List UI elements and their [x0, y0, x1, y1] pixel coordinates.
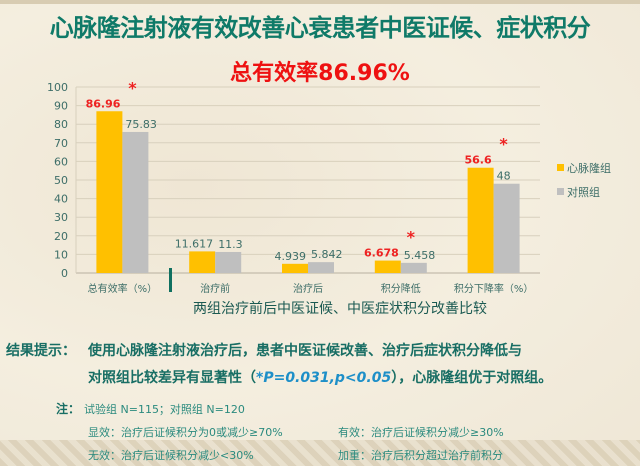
notes-worse: 加重：治疗后积分超过治疗前积分 — [338, 449, 503, 462]
y-tick-label: 50 — [54, 174, 68, 187]
x-tick-label: 总有效率（%） — [88, 282, 158, 295]
legend-swatch — [557, 164, 564, 171]
group-separator — [169, 268, 172, 292]
bar-control — [122, 131, 149, 273]
y-tick-label: 0 — [61, 267, 68, 280]
data-label: 6.678 — [364, 247, 399, 260]
x-tick-label: 积分降低 — [381, 282, 421, 295]
bar-treatment — [374, 260, 401, 273]
y-tick-label: 30 — [54, 211, 68, 224]
data-label: 86.96 — [86, 97, 121, 110]
y-tick-label: 90 — [54, 100, 68, 113]
result-line-2-b: ），心脉隆组优于对照组。 — [391, 370, 553, 386]
bar-treatment — [467, 167, 494, 273]
data-label: 48 — [497, 170, 511, 183]
result-line-2-a: 对照组比较差异有显著性（ — [88, 370, 256, 386]
data-label: 4.939 — [275, 250, 307, 263]
top-border — [0, 0, 640, 4]
bar-treatment — [189, 251, 216, 273]
result-label: 结果提示： — [6, 343, 76, 359]
bar-control — [400, 262, 427, 273]
legend-label: 心脉隆组 — [567, 161, 611, 175]
significance-marker: * — [499, 135, 508, 154]
chart-caption: 两组治疗前后中医证候、中医症状积分改善比较 — [193, 301, 487, 317]
x-tick-label: 治疗前 — [200, 282, 230, 295]
bar-control — [308, 262, 334, 273]
bar-control — [493, 183, 520, 273]
y-tick-label: 60 — [54, 155, 68, 168]
legend-label: 对照组 — [567, 185, 600, 199]
slide-subtitle: 总有效率86.96% — [230, 61, 410, 86]
data-label: 5.842 — [311, 248, 343, 261]
bar-chart: 0 10 20 30 40 50 60 70 80 90 100 总有效率（%） 86.96 75.83 *… — [47, 78, 611, 295]
y-tick-label: 40 — [54, 193, 68, 206]
data-label: 75.83 — [125, 118, 156, 131]
slide-title: 心脉隆注射液有效改善心衰患者中医证候、症状积分 — [49, 14, 591, 42]
bottom-pattern-band — [0, 440, 640, 466]
y-tick-label: 70 — [54, 137, 68, 150]
bar-treatment — [282, 263, 308, 273]
data-label: 5.458 — [404, 249, 436, 262]
result-line-2: 对照组比较差异有显著性（*P=0.031,p<0.05），心脉隆组优于对照组。 — [88, 367, 552, 387]
notes-sample-size: 试验组 N=115；对照组 N=120 — [84, 403, 245, 416]
bar-control — [215, 251, 242, 273]
significance-marker: * — [128, 78, 137, 97]
legend-swatch — [557, 188, 564, 195]
notes-marked: 显效：治疗后证候积分为0或减少≥70% — [88, 426, 283, 439]
x-tick-label: 治疗后 — [293, 282, 323, 295]
bar-treatment — [96, 111, 123, 274]
y-tick-label: 80 — [54, 118, 68, 131]
data-label: 11.617 — [175, 237, 214, 250]
x-tick-label: 积分下降率（%） — [454, 282, 534, 295]
y-tick-label: 100 — [47, 81, 68, 94]
data-label: 11.3 — [218, 238, 243, 251]
y-tick-label: 20 — [54, 230, 68, 243]
y-tick-label: 10 — [54, 248, 68, 261]
notes-label: 注： — [56, 402, 81, 416]
p-value: *P=0.031,p<0.05 — [256, 370, 392, 386]
notes-effective: 有效：治疗后证候积分减少≥30% — [338, 426, 504, 439]
result-line-1: 使用心脉隆注射液治疗后，患者中医证候改善、治疗后症状积分降低与 — [88, 343, 522, 359]
significance-marker: * — [407, 228, 416, 247]
notes-ineffective: 无效：治疗后证候积分减少<30% — [88, 449, 254, 462]
data-label: 56.6 — [464, 154, 491, 167]
